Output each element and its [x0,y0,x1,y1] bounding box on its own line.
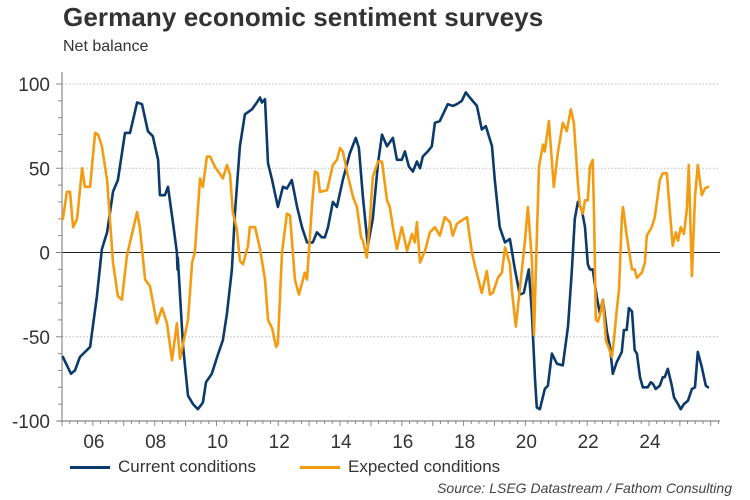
x-tick-label: 18 [454,432,475,453]
legend-label-current: Current conditions [118,457,256,476]
x-tick-label: 06 [83,432,104,453]
source-note: Source: LSEG Datastream / Fathom Consult… [437,480,732,496]
legend-item-expected: Expected conditions [300,457,500,477]
x-tick-label: 20 [516,432,537,453]
y-tick-label: 50 [29,159,50,180]
line-expected-conditions [61,108,710,362]
x-tick-labels: 06 08 10 12 14 16 18 20 22 24 [83,432,661,453]
x-tick-label: 22 [578,432,599,453]
series-lines [61,91,710,411]
y-tick-label: -50 [23,328,50,349]
series-expected-conditions [61,108,710,362]
x-tick-label: 10 [207,432,228,453]
legend-label-expected: Expected conditions [348,457,501,476]
x-tick-label: 24 [639,432,661,453]
legend-swatch-current [70,465,110,469]
gridlines [62,83,720,338]
line-current-conditions [61,91,710,411]
legend-swatch-expected [300,465,340,469]
legend-item-current: Current conditions [70,457,256,477]
x-tick-label: 12 [269,432,290,453]
x-tick-label: 08 [145,432,166,453]
x-tick-label: 16 [392,432,413,453]
series-current-conditions [61,91,710,411]
y-tick-label: 0 [39,244,50,265]
axes [56,72,720,426]
chart-subtitle: Net balance [63,38,149,55]
y-tick-label: 100 [18,75,50,96]
chart-title: Germany economic sentiment surveys [63,2,544,32]
y-tick-label: -100 [12,412,50,433]
y-tick-labels: 100 50 0 -50 -100 [12,75,50,433]
x-tick-label: 14 [330,432,352,453]
